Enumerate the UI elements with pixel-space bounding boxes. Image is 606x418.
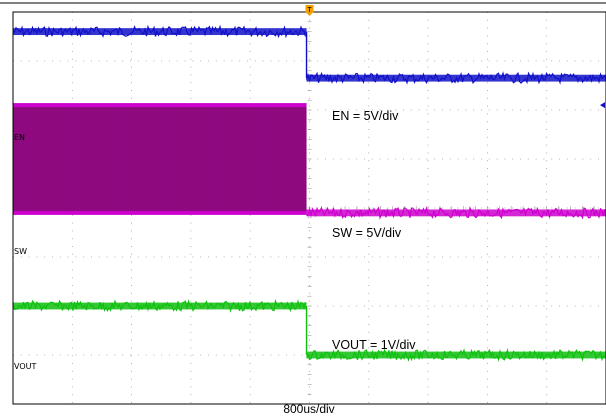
channel-label-sw: SW: [14, 247, 27, 256]
x-axis-label: 800us/div: [283, 402, 334, 416]
traces: [12, 24, 606, 362]
sw-low-edge: [13, 210, 307, 215]
scale-annotation-vout: VOUT = 1V/div: [332, 338, 416, 352]
sw-high-edge: [13, 103, 307, 108]
ref-arrow-icon: [600, 102, 605, 109]
en-trace-after-band: [306, 74, 606, 82]
en-trace-before-band: [13, 28, 307, 36]
scale-annotation-en: EN = 5V/div: [332, 109, 399, 123]
channel-label-vout: VOUT: [14, 362, 36, 371]
ref-arrow-shape: [600, 102, 605, 109]
scale-annotation-sw: SW = 5V/div: [332, 226, 402, 240]
sw-switching-region: [13, 105, 307, 213]
vout-trace-before-band: [13, 302, 307, 310]
svg-text:T: T: [307, 7, 312, 14]
trigger-marker-shape: [305, 5, 314, 16]
channel-label-en: EN: [14, 133, 25, 142]
vout-trace-after-band: [306, 351, 606, 359]
sw-trace-after-band: [306, 209, 606, 217]
trigger-marker-icon: T: [305, 5, 314, 16]
